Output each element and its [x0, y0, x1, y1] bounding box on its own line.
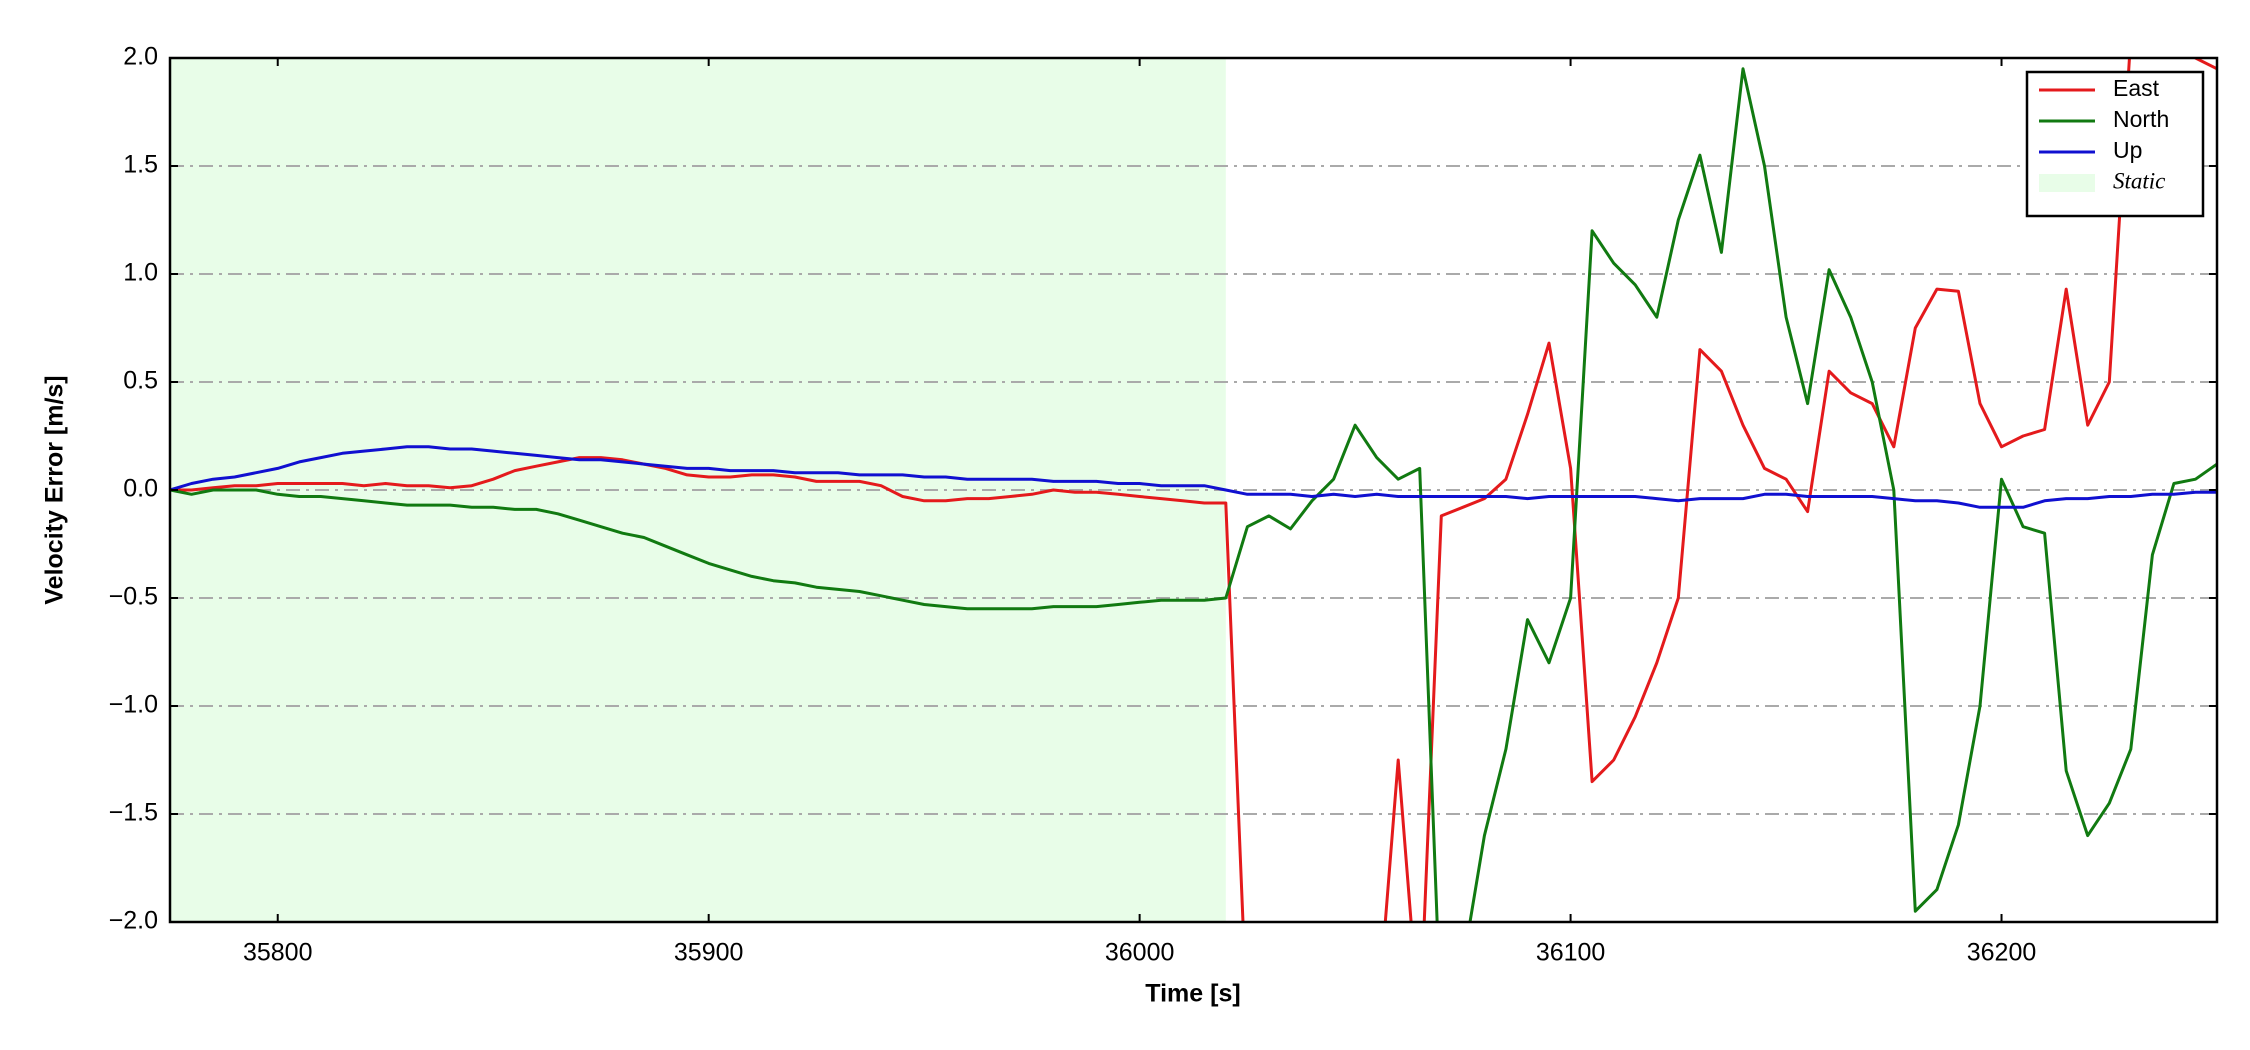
legend-label: North	[2113, 106, 2169, 132]
series-line	[170, 67, 2217, 922]
legend-label: Up	[2113, 137, 2142, 163]
series-line	[170, 58, 2217, 922]
y-tick-label: −0.5	[109, 583, 158, 611]
x-axis-label: Time [s]	[1145, 980, 1240, 1008]
legend-label: East	[2113, 75, 2160, 101]
x-tick-label: 36000	[1105, 939, 1175, 967]
y-tick-label: −1.0	[109, 691, 158, 719]
legend: East North Up Static	[2025, 70, 2205, 218]
series-line	[170, 445, 2217, 509]
legend-label: Static	[2113, 168, 2165, 193]
y-tick-label: 2.0	[123, 43, 158, 71]
y-tick-label: 1.5	[123, 151, 158, 179]
x-tick-label: 36100	[1536, 939, 1606, 967]
y-tick-label: 1.0	[123, 259, 158, 287]
grid	[170, 165, 2217, 815]
y-tick-label: 0.5	[123, 367, 158, 395]
x-tick-label: 35800	[243, 939, 313, 967]
y-tick-label: 0.0	[123, 475, 158, 503]
y-axis-label: Velocity Error [m/s]	[41, 375, 69, 604]
x-tick-label: 35900	[674, 939, 744, 967]
x-tick-label: 36200	[1967, 939, 2037, 967]
legend-swatch	[2039, 174, 2095, 192]
y-tick-label: −1.5	[109, 799, 158, 827]
ticks: −2.0 −1.5 −1.0 −0.5 0.0 0.5 1.0 1.5 2.0 35800 3590…	[109, 43, 2217, 967]
y-tick-label: −2.0	[109, 907, 158, 935]
lines	[170, 58, 2217, 922]
